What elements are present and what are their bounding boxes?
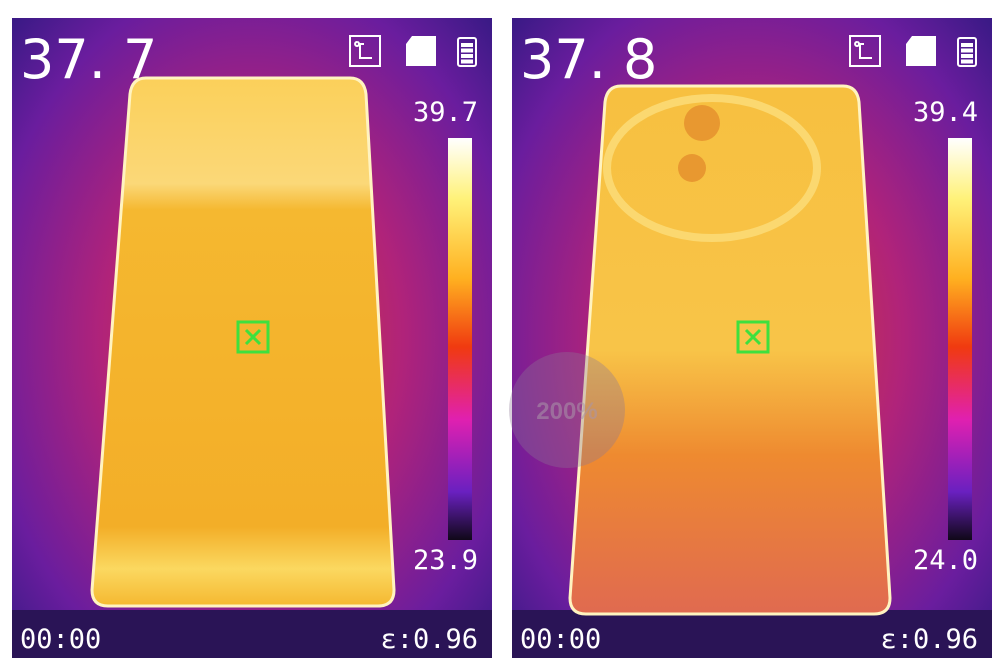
lens bbox=[684, 105, 720, 141]
sd-card-icon bbox=[906, 36, 936, 66]
camera-ring bbox=[603, 94, 821, 242]
emissivity: ε:0.96 bbox=[380, 624, 478, 655]
zoom-badge bbox=[509, 352, 625, 468]
battery-level bbox=[961, 54, 973, 58]
spot-marker bbox=[236, 320, 270, 354]
spot-cross bbox=[244, 328, 262, 346]
timer: 00:00 bbox=[520, 624, 601, 655]
battery-level bbox=[461, 59, 473, 64]
battery-icon bbox=[957, 37, 977, 67]
thermal-panel: 37. 7 39.7 23.9 00:00 ε:0.96 bbox=[12, 18, 492, 658]
center-temperature: 37. 8 bbox=[520, 28, 657, 91]
scale-min: 24.0 bbox=[913, 545, 978, 576]
thermal-panel: 37. 8 39.4 24.0 00:00 ε:0.96 bbox=[512, 18, 992, 658]
unit-icon bbox=[349, 35, 381, 67]
unit-icon bbox=[849, 35, 881, 67]
phone-heat bbox=[568, 84, 892, 616]
center-temperature: 37. 7 bbox=[20, 28, 157, 91]
spot-cross bbox=[744, 328, 762, 346]
battery-level bbox=[961, 59, 973, 64]
emissivity: ε:0.96 bbox=[880, 624, 978, 655]
battery-level bbox=[961, 43, 973, 47]
timer: 00:00 bbox=[20, 624, 101, 655]
spot-marker bbox=[736, 320, 770, 354]
lens bbox=[678, 154, 706, 182]
scale-min: 23.9 bbox=[413, 545, 478, 576]
surface-shadow bbox=[12, 610, 492, 658]
sd-card-icon bbox=[406, 36, 436, 66]
color-scale bbox=[448, 138, 472, 540]
battery-level bbox=[461, 48, 473, 53]
color-scale bbox=[948, 138, 972, 540]
zoom-label: 200% bbox=[536, 398, 597, 425]
battery-level bbox=[461, 54, 473, 58]
unit-icon-glyph bbox=[354, 41, 372, 59]
battery-level bbox=[961, 48, 973, 53]
battery-icon bbox=[457, 37, 477, 67]
phone-heat bbox=[90, 76, 396, 608]
battery-level bbox=[461, 43, 473, 47]
unit-icon-glyph bbox=[854, 41, 872, 59]
scale-max: 39.4 bbox=[913, 97, 978, 128]
scale-max: 39.7 bbox=[413, 97, 478, 128]
surface-shadow bbox=[512, 610, 992, 658]
